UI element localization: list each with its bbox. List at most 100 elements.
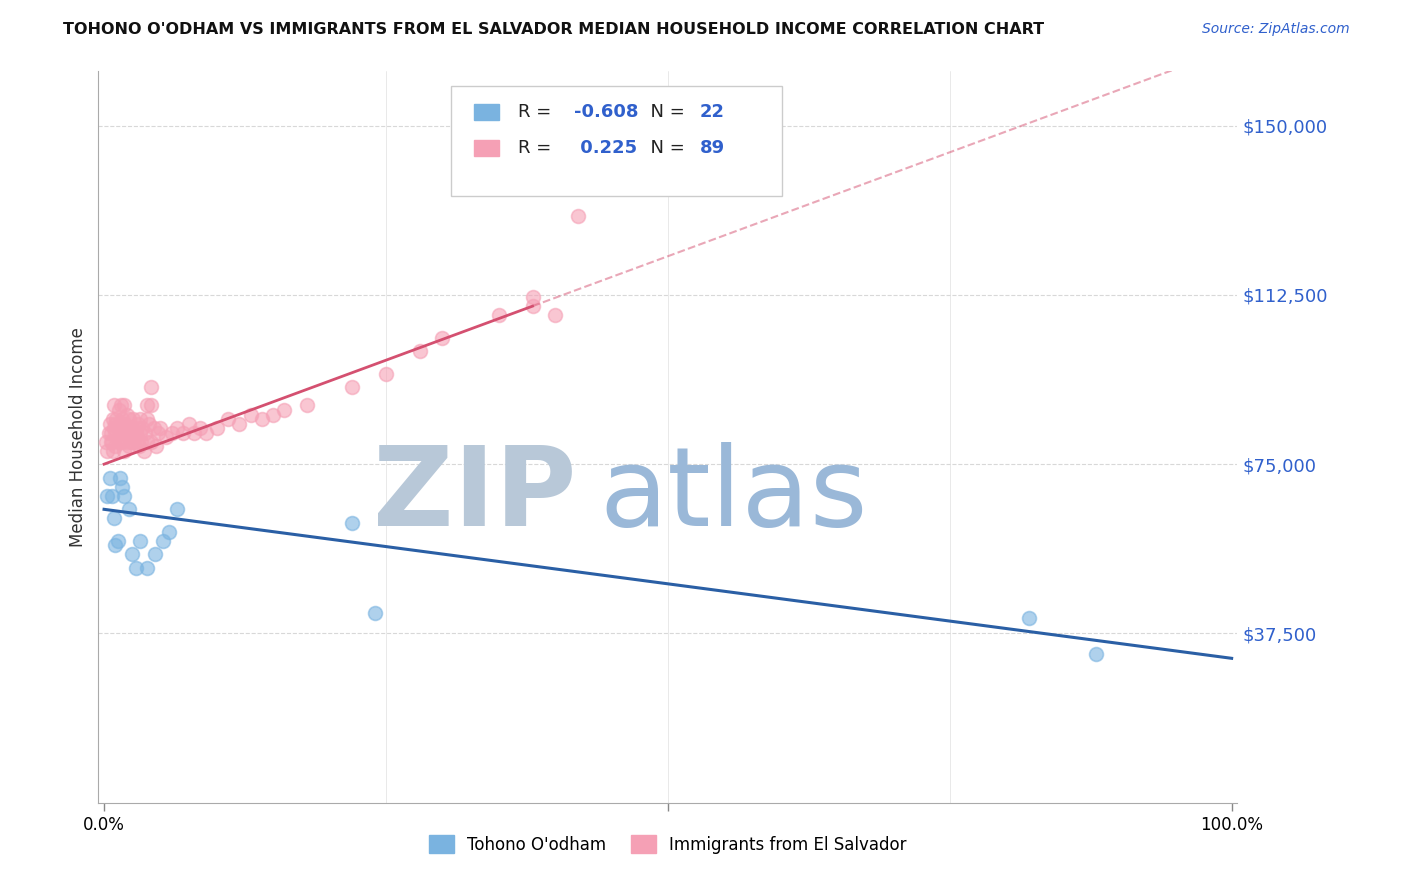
Point: [107, 434, 129, 449]
Point: [101, 434, 124, 449]
Point: [110, 425, 132, 440]
Point: [104, 439, 127, 453]
Point: [107, 434, 129, 449]
Point: [124, 425, 146, 440]
Point: [98, 471, 121, 485]
Text: -0.608: -0.608: [575, 103, 638, 120]
Point: [118, 412, 141, 426]
Y-axis label: Median Household Income: Median Household Income: [69, 327, 87, 547]
Point: [160, 425, 183, 440]
FancyBboxPatch shape: [451, 86, 782, 195]
Point: [145, 439, 167, 453]
Point: [121, 548, 143, 562]
Point: [97, 425, 120, 440]
Point: [100, 434, 122, 449]
Point: [128, 439, 150, 453]
Point: [143, 548, 166, 562]
Point: [124, 421, 146, 435]
Point: [124, 561, 146, 575]
Point: [1018, 610, 1040, 624]
Point: [194, 425, 217, 440]
Point: [141, 434, 163, 449]
Point: [101, 489, 124, 503]
Point: [132, 443, 155, 458]
Point: [488, 308, 510, 322]
Point: [104, 425, 127, 440]
Point: [432, 331, 454, 345]
Point: [107, 421, 129, 435]
Point: [120, 430, 142, 444]
Point: [112, 489, 135, 503]
Point: [141, 399, 163, 413]
Point: [188, 421, 211, 435]
Point: [121, 434, 143, 449]
Point: [118, 502, 141, 516]
Point: [121, 434, 143, 449]
Point: [135, 561, 157, 575]
Point: [129, 533, 152, 548]
Point: [110, 399, 132, 413]
Point: [98, 417, 121, 431]
Point: [112, 425, 135, 440]
Point: [166, 421, 188, 435]
Point: [166, 502, 188, 516]
Legend: Tohono O'odham, Immigrants from El Salvador: Tohono O'odham, Immigrants from El Salva…: [422, 829, 914, 860]
Point: [172, 425, 194, 440]
Point: [142, 421, 165, 435]
Point: [131, 421, 153, 435]
Point: [250, 412, 273, 426]
Point: [295, 399, 318, 413]
FancyBboxPatch shape: [474, 140, 499, 156]
Text: R =: R =: [517, 139, 557, 157]
Point: [155, 430, 177, 444]
Point: [340, 380, 363, 394]
Point: [103, 421, 125, 435]
Text: Source: ZipAtlas.com: Source: ZipAtlas.com: [1202, 22, 1350, 37]
Point: [567, 209, 589, 223]
Point: [118, 439, 141, 453]
Point: [205, 421, 228, 435]
Point: [101, 443, 124, 458]
Text: atlas: atlas: [599, 442, 868, 549]
Point: [115, 408, 138, 422]
Point: [129, 425, 152, 440]
Point: [127, 417, 149, 431]
Point: [114, 417, 136, 431]
Point: [107, 403, 129, 417]
Point: [117, 425, 139, 440]
Point: [129, 434, 152, 449]
Point: [101, 412, 124, 426]
Point: [112, 443, 135, 458]
Point: [135, 399, 157, 413]
Point: [159, 524, 181, 539]
Text: 22: 22: [700, 103, 724, 120]
Point: [135, 434, 157, 449]
Point: [104, 417, 127, 431]
Point: [544, 308, 567, 322]
Point: [112, 399, 135, 413]
Text: N =: N =: [640, 139, 690, 157]
Point: [138, 417, 160, 431]
Point: [111, 480, 134, 494]
Point: [111, 434, 134, 449]
Point: [104, 538, 127, 552]
Point: [108, 417, 131, 431]
Point: [149, 421, 172, 435]
Point: [363, 606, 385, 620]
Point: [96, 434, 118, 449]
Point: [118, 421, 141, 435]
Text: N =: N =: [640, 103, 690, 120]
Point: [1085, 647, 1108, 661]
Point: [110, 425, 132, 440]
Point: [107, 533, 129, 548]
Point: [141, 380, 163, 394]
Point: [522, 290, 544, 304]
Point: [375, 367, 398, 381]
Point: [100, 425, 122, 440]
Text: TOHONO O'ODHAM VS IMMIGRANTS FROM EL SALVADOR MEDIAN HOUSEHOLD INCOME CORRELATIO: TOHONO O'ODHAM VS IMMIGRANTS FROM EL SAL…: [63, 22, 1045, 37]
Point: [148, 425, 170, 440]
Point: [108, 471, 131, 485]
Point: [96, 443, 118, 458]
Point: [103, 511, 125, 525]
Point: [135, 412, 157, 426]
